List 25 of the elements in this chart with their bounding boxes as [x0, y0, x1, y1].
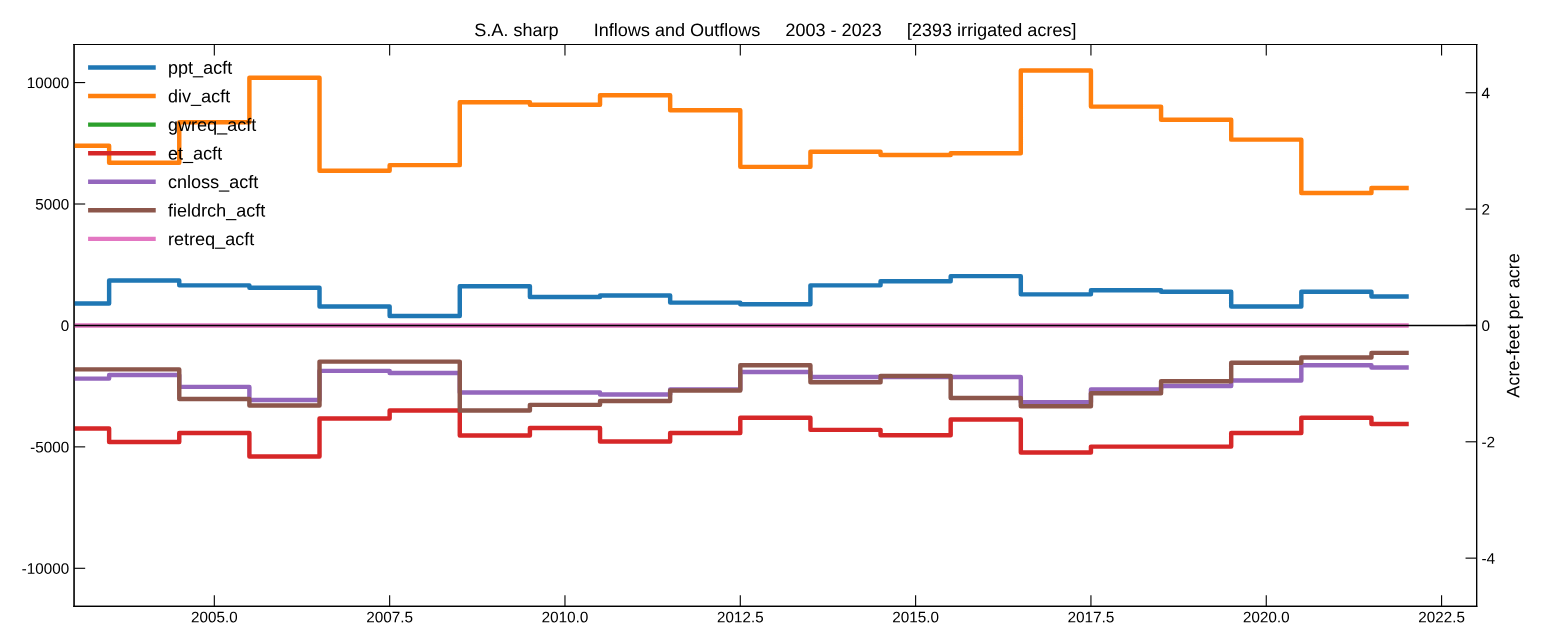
legend-label: cnloss_acft — [168, 174, 259, 192]
y2-tick-label: -4 — [1482, 553, 1495, 564]
y2-tick-label: 4 — [1481, 87, 1490, 99]
chart-title: S.A. sharp Inflows and Outflows 2003 - 2023 [2393 irrigated acres] — [475, 23, 1076, 40]
y2-tick-label: 2 — [1482, 203, 1490, 215]
x-tick-label: 2015.0 — [893, 611, 939, 623]
y-tick-label: 0 — [61, 320, 69, 332]
y2-tick-label: 0 — [1482, 320, 1490, 332]
y2-axis-title: Acre-feet per acre — [1506, 253, 1524, 398]
y-tick-label: -5000 — [30, 441, 69, 453]
x-tick-label: 2005.0 — [191, 611, 238, 623]
x-tick-label: 2022.5 — [1418, 611, 1465, 623]
x-tick-label: 2007.5 — [367, 611, 413, 623]
y-tick-label: -10000 — [22, 563, 69, 574]
legend-label: div_acft — [168, 89, 231, 106]
x-tick-label: 2017.5 — [1068, 611, 1114, 623]
y-tick-label: 10000 — [27, 77, 69, 89]
legend-label: retreq_acft — [169, 232, 255, 249]
y-tick-label: 5000 — [35, 198, 69, 210]
x-tick-label: 2012.5 — [717, 611, 764, 623]
x-tick-label: 2020.0 — [1243, 611, 1290, 623]
legend-label: ppt_acft — [169, 60, 233, 78]
y2-tick-label: -2 — [1482, 436, 1495, 448]
legend-label: fieldrch_acft — [168, 203, 266, 221]
x-tick-label: 2010.0 — [542, 611, 588, 623]
